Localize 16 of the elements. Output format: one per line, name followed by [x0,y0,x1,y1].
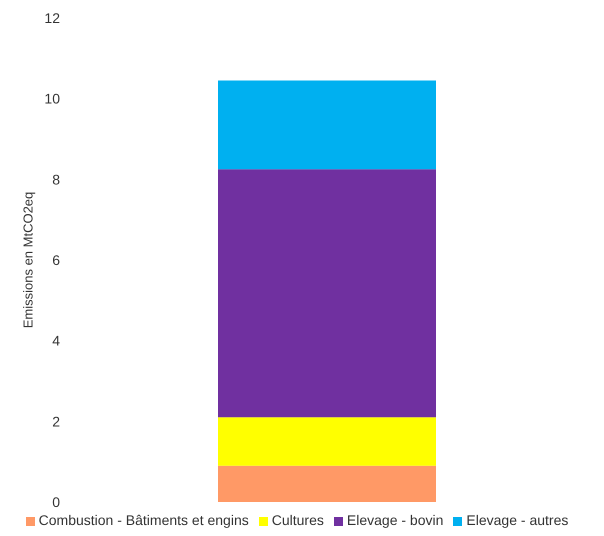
y-tick-label: 0 [52,494,60,510]
legend-label: Elevage - autres [466,512,568,528]
y-tick-label: 6 [52,252,60,268]
bar [218,466,436,502]
legend-label: Cultures [272,512,324,528]
y-tick-label: 4 [52,332,60,349]
y-axis-title: Emissions en MtCO2eq [20,192,36,328]
bar [218,80,436,170]
legend-label: Elevage - bovin [346,512,444,528]
y-tick-label: 12 [44,10,60,26]
bar [218,169,436,418]
y-tick-label: 8 [52,171,60,188]
bar [218,417,436,466]
y-tick-label: 2 [52,413,60,430]
legend-label: Combustion - Bâtiments et engins [38,512,249,528]
y-tick-label: 10 [44,90,60,107]
